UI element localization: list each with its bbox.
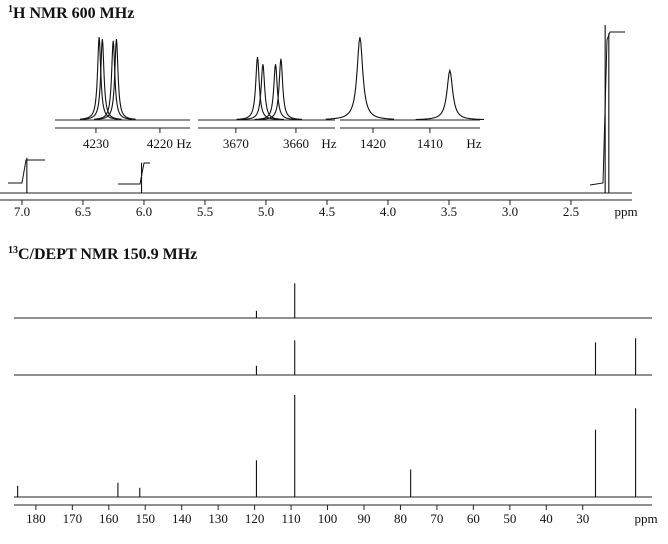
x-tick-label: 80 [394, 511, 407, 526]
x-tick-label: 5.5 [197, 204, 213, 219]
x-tick-label: 30 [576, 511, 589, 526]
x-tick-label: 170 [63, 511, 83, 526]
x-tick-label: 1420 [360, 136, 386, 151]
x-tick-label: 60 [467, 511, 480, 526]
x-tick-label: 90 [357, 511, 370, 526]
integral-curve [118, 162, 150, 185]
integral-curve [8, 159, 45, 184]
peak [241, 64, 284, 120]
title-main: C/DEPT NMR 150.9 MHz [18, 246, 197, 263]
x-axis-label: Hz [176, 136, 191, 151]
c-nmr-title: 13C/DEPT NMR 150.9 MHz [8, 245, 197, 262]
x-tick-label: 6.0 [136, 204, 152, 219]
peak [93, 40, 133, 120]
x-tick-label: 180 [26, 511, 46, 526]
x-tick-label: 3.0 [502, 204, 518, 219]
integral-curve [589, 31, 625, 186]
x-tick-label: 150 [135, 511, 155, 526]
title-sup: 13 [8, 245, 18, 256]
x-tick-label: 5.0 [258, 204, 274, 219]
peak [259, 58, 302, 120]
x-axis-label: ppm [614, 204, 637, 219]
peak [83, 38, 122, 120]
title-main: H NMR 600 MHz [13, 5, 134, 22]
peak [415, 68, 484, 121]
x-tick-label: 100 [318, 511, 338, 526]
x-tick-label: 4230 [83, 136, 109, 151]
peak [79, 37, 119, 120]
peak [97, 38, 136, 120]
x-tick-label: 3660 [283, 136, 309, 151]
x-tick-label: 160 [99, 511, 119, 526]
x-axis-label: ppm [634, 511, 657, 526]
x-tick-label: 140 [172, 511, 192, 526]
x-tick-label: 7.0 [14, 204, 30, 219]
x-tick-label: 1410 [417, 136, 443, 151]
x-tick-label: 3.5 [441, 204, 457, 219]
peak [236, 56, 279, 120]
x-tick-label: 70 [430, 511, 443, 526]
x-tick-label: 120 [245, 511, 265, 526]
x-axis-label: Hz [466, 136, 481, 151]
x-tick-label: 50 [503, 511, 516, 526]
x-axis-label: Hz [321, 136, 336, 151]
x-tick-label: 6.5 [75, 204, 91, 219]
x-tick-label: 2.5 [563, 204, 579, 219]
x-tick-label: 4.0 [380, 204, 396, 219]
x-tick-label: 110 [282, 511, 301, 526]
x-tick-label: 3670 [223, 136, 249, 151]
title-sup: 1 [8, 4, 13, 15]
h-nmr-title: 1H NMR 600 MHz [8, 4, 134, 21]
peak [325, 37, 395, 120]
x-tick-label: 4220 [147, 136, 173, 151]
x-tick-label: 40 [540, 511, 553, 526]
x-tick-label: 4.5 [319, 204, 335, 219]
x-tick-label: 130 [208, 511, 228, 526]
